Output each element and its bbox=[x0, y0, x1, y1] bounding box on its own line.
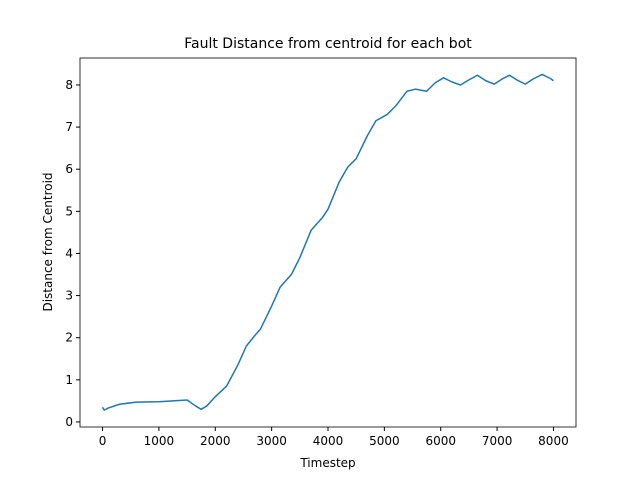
x-tick-label: 6000 bbox=[425, 434, 456, 448]
x-tick-label: 5000 bbox=[369, 434, 400, 448]
y-tick-label: 5 bbox=[65, 204, 73, 218]
plot-frame bbox=[79, 57, 577, 428]
y-tick-label: 8 bbox=[65, 78, 73, 92]
y-tick-label: 1 bbox=[65, 373, 73, 387]
y-tick-label: 7 bbox=[65, 120, 73, 134]
x-tick-label: 2000 bbox=[200, 434, 231, 448]
x-tick-label: 0 bbox=[99, 434, 107, 448]
x-tick-label: 8000 bbox=[538, 434, 569, 448]
x-tick-label: 1000 bbox=[144, 434, 175, 448]
y-tick-label: 2 bbox=[65, 331, 73, 345]
y-tick-label: 4 bbox=[65, 246, 73, 260]
x-tick-label: 4000 bbox=[313, 434, 344, 448]
y-axis-label: Distance from Centroid bbox=[41, 172, 55, 311]
y-tick-label: 3 bbox=[65, 289, 73, 303]
chart-title: Fault Distance from centroid for each bo… bbox=[184, 36, 472, 52]
x-axis-label: Timestep bbox=[299, 456, 355, 470]
data-line bbox=[101, 73, 554, 411]
y-tick-label: 0 bbox=[65, 415, 73, 429]
x-tick-label: 3000 bbox=[256, 434, 287, 448]
x-tick-label: 7000 bbox=[482, 434, 513, 448]
y-tick-label: 6 bbox=[65, 162, 73, 176]
